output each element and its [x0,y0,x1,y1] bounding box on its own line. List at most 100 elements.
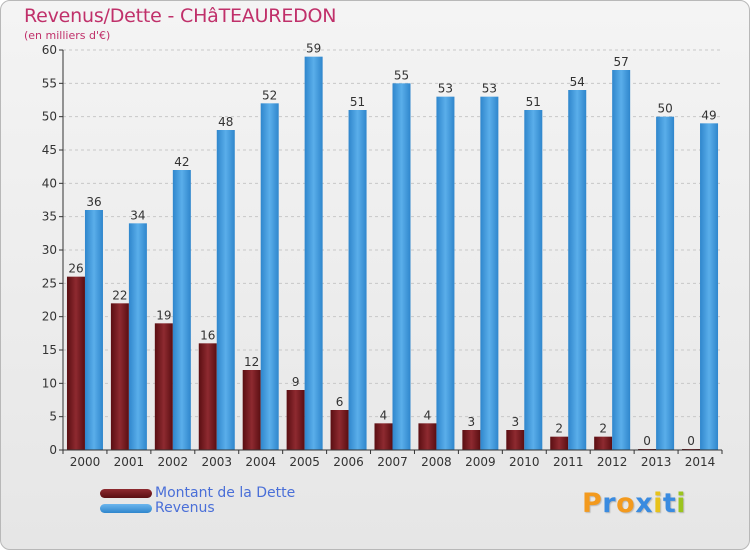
data-label-revenus: 50 [657,102,672,116]
data-label-revenus: 53 [482,82,497,96]
bar-dette [594,436,613,450]
logo-letter: i [653,488,663,519]
x-tick-label: 2006 [333,455,364,469]
logo-letter: r [602,488,617,519]
data-label-revenus: 51 [526,95,541,109]
data-label-dette: 26 [68,262,83,276]
bar-dette [198,343,217,450]
bar-revenus [612,70,631,450]
bar-dette [506,430,525,450]
data-label-dette: 2 [599,422,607,436]
legend-swatch-dette [100,489,152,498]
x-tick-label: 2003 [201,455,232,469]
bar-dette [374,423,393,450]
y-tick-label: 55 [42,76,57,90]
bars [66,56,719,451]
proxiti-logo: Proxiti [582,488,686,519]
bar-revenus [524,110,543,450]
logo-letter: x [635,488,654,519]
data-label-revenus: 54 [570,75,585,89]
data-label-revenus: 48 [218,115,233,129]
bar-revenus [260,103,279,450]
x-tick-label: 2005 [289,455,320,469]
data-label-dette: 3 [468,415,476,429]
data-label-revenus: 52 [262,88,277,102]
data-label-dette: 19 [156,308,171,322]
logo-letter: P [582,488,603,519]
x-tick-label: 2008 [421,455,452,469]
chart-title: Revenus/Dette - CHâTEAUREDON [24,5,337,27]
x-tick-label: 2010 [509,455,540,469]
x-tick-label: 2012 [597,455,628,469]
data-label-dette: 12 [244,355,259,369]
data-label-dette: 0 [643,434,651,448]
data-label-revenus: 36 [86,195,101,209]
x-tick-label: 2007 [377,455,408,469]
data-label-revenus: 51 [350,95,365,109]
legend-label-dette: Montant de la Dette [155,485,296,501]
bar-revenus [216,130,235,450]
bar-revenus [700,123,719,450]
bar-revenus [568,90,587,450]
bar-revenus [172,170,191,450]
data-label-dette: 4 [424,408,432,422]
y-tick-label: 45 [42,143,57,157]
y-tick-label: 25 [42,276,57,290]
bar-dette [66,276,85,450]
data-label-dette: 4 [380,408,388,422]
data-label-dette: 6 [336,395,344,409]
bar-revenus [480,96,499,451]
data-label-revenus: 53 [438,82,453,96]
x-tick-label: 2004 [245,455,276,469]
y-tick-label: 50 [42,110,57,124]
x-tick-label: 2011 [553,455,584,469]
y-tick-label: 60 [42,43,57,57]
data-label-revenus: 55 [394,68,409,82]
bar-dette [418,423,437,450]
x-tick-label: 2014 [685,455,716,469]
data-label-revenus: 34 [130,208,145,222]
data-label-dette: 16 [200,328,215,342]
bar-revenus [656,116,675,451]
bar-dette [330,410,349,450]
x-tick-label: 2009 [465,455,496,469]
data-label-revenus: 59 [306,42,321,56]
x-tick-label: 2002 [158,455,189,469]
x-tick-label: 2000 [70,455,101,469]
legend-label-revenus: Revenus [155,500,215,516]
y-tick-label: 0 [49,443,57,457]
x-tick-label: 2001 [114,455,145,469]
bar-revenus [348,110,367,450]
chart-subtitle: (en milliers d'€) [24,29,111,42]
x-tick-label: 2013 [641,455,672,469]
y-tick-label: 15 [42,343,57,357]
y-tick-label: 40 [42,176,57,190]
bar-revenus [436,96,455,451]
bar-dette [286,390,305,450]
data-label-dette: 3 [511,415,519,429]
data-label-revenus: 57 [614,55,629,69]
logo-letter: i [676,488,687,519]
bar-dette [154,323,173,450]
bar-dette [462,430,481,450]
y-tick-label: 20 [42,310,57,324]
bar-dette [550,436,569,450]
data-label-dette: 9 [292,375,300,389]
y-tick-label: 10 [42,376,57,390]
logo-letter: o [616,488,636,519]
legend-swatch-revenus [100,504,152,513]
bar-revenus [84,210,103,450]
data-label-revenus: 42 [174,155,189,169]
bar-dette [242,370,261,450]
y-tick-label: 35 [42,210,57,224]
data-label-revenus: 49 [701,108,716,122]
data-labels: 26 36 22 34 19 42 16 48 12 52 9 59 6 51 4 55 4 53 3 53 3 51 2 5… [68,42,716,448]
data-label-dette: 2 [555,422,563,436]
data-label-dette: 22 [112,288,127,302]
bar-dette [110,303,129,450]
y-tick-label: 30 [42,243,57,257]
bar-revenus [392,83,411,450]
data-label-dette: 0 [687,434,695,448]
